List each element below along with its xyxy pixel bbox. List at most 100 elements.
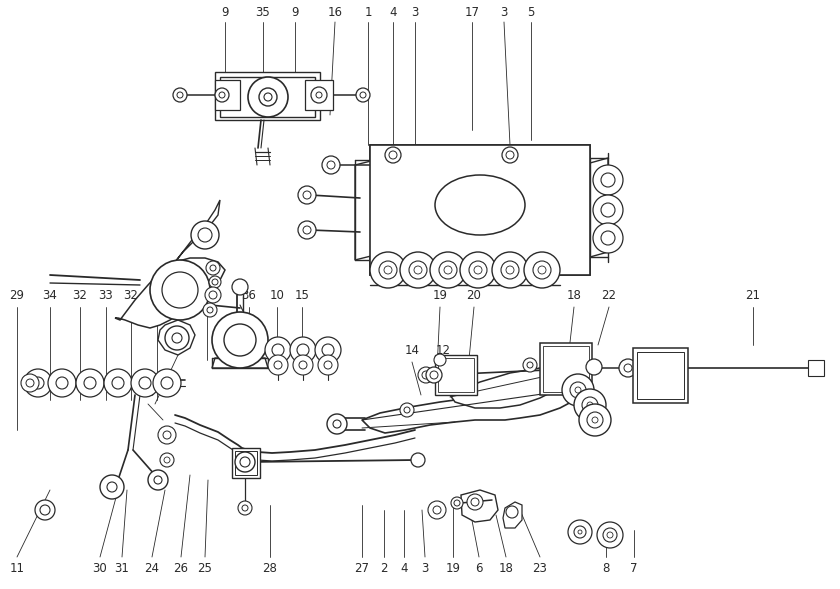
Circle shape xyxy=(460,252,496,288)
Circle shape xyxy=(430,252,466,288)
Circle shape xyxy=(524,252,560,288)
Polygon shape xyxy=(461,490,498,522)
Circle shape xyxy=(298,186,316,204)
Text: 30: 30 xyxy=(92,562,108,575)
Circle shape xyxy=(235,452,255,472)
Text: 21: 21 xyxy=(746,289,760,302)
Circle shape xyxy=(506,506,518,518)
Text: 18: 18 xyxy=(499,562,513,575)
Circle shape xyxy=(24,369,52,397)
Circle shape xyxy=(209,276,221,288)
Text: 7: 7 xyxy=(630,562,638,575)
Circle shape xyxy=(311,87,327,103)
Bar xyxy=(235,451,257,475)
Text: 14: 14 xyxy=(405,343,419,356)
Text: 25: 25 xyxy=(197,562,213,575)
Circle shape xyxy=(619,359,637,377)
Text: 19: 19 xyxy=(433,289,448,302)
Circle shape xyxy=(327,414,347,434)
Text: 32: 32 xyxy=(72,289,87,302)
Circle shape xyxy=(579,404,611,436)
Text: 1: 1 xyxy=(365,5,372,18)
Bar xyxy=(438,358,474,392)
Text: 28: 28 xyxy=(263,562,277,575)
Bar xyxy=(633,348,688,403)
Circle shape xyxy=(426,367,442,383)
Bar xyxy=(540,343,592,395)
Circle shape xyxy=(451,497,463,509)
Circle shape xyxy=(265,337,291,363)
Circle shape xyxy=(290,337,316,363)
Circle shape xyxy=(356,88,370,102)
Text: 27: 27 xyxy=(354,562,370,575)
Circle shape xyxy=(428,501,446,519)
Text: 34: 34 xyxy=(43,289,57,302)
Text: 32: 32 xyxy=(123,289,139,302)
Text: 29: 29 xyxy=(9,289,24,302)
Text: 34: 34 xyxy=(150,289,165,302)
Circle shape xyxy=(160,453,174,467)
Circle shape xyxy=(370,252,406,288)
Text: 22: 22 xyxy=(601,289,617,302)
Text: 15: 15 xyxy=(295,289,309,302)
Circle shape xyxy=(215,88,229,102)
Circle shape xyxy=(562,374,594,406)
Circle shape xyxy=(597,522,623,548)
Circle shape xyxy=(212,312,268,368)
Circle shape xyxy=(502,147,518,163)
Text: 10: 10 xyxy=(200,289,214,302)
Text: 31: 31 xyxy=(114,562,129,575)
Text: 3: 3 xyxy=(412,5,418,18)
Text: 35: 35 xyxy=(255,5,270,18)
Circle shape xyxy=(400,403,414,417)
Circle shape xyxy=(191,221,219,249)
Text: 17: 17 xyxy=(465,5,480,18)
Text: 5: 5 xyxy=(528,5,535,18)
Circle shape xyxy=(593,165,623,195)
Polygon shape xyxy=(115,258,225,328)
Text: 2: 2 xyxy=(381,562,388,575)
Text: 3: 3 xyxy=(422,562,428,575)
Polygon shape xyxy=(212,358,268,368)
Bar xyxy=(305,80,333,110)
Text: 8: 8 xyxy=(602,562,610,575)
Circle shape xyxy=(76,369,104,397)
Circle shape xyxy=(400,252,436,288)
Circle shape xyxy=(268,355,288,375)
Text: 23: 23 xyxy=(533,562,548,575)
Text: 16: 16 xyxy=(328,5,343,18)
Bar xyxy=(637,352,684,399)
Circle shape xyxy=(586,359,602,375)
Circle shape xyxy=(434,354,446,366)
Circle shape xyxy=(574,389,606,421)
Circle shape xyxy=(318,355,338,375)
Text: 4: 4 xyxy=(389,5,396,18)
Circle shape xyxy=(298,221,316,239)
Circle shape xyxy=(206,261,220,275)
Circle shape xyxy=(232,279,248,295)
Text: 4: 4 xyxy=(400,562,407,575)
Bar xyxy=(543,346,589,392)
Polygon shape xyxy=(215,72,320,120)
Circle shape xyxy=(35,500,55,520)
Polygon shape xyxy=(355,160,375,260)
Polygon shape xyxy=(370,145,590,275)
Bar xyxy=(220,77,315,117)
Circle shape xyxy=(523,358,537,372)
Circle shape xyxy=(593,223,623,253)
Text: 26: 26 xyxy=(174,562,188,575)
Text: 24: 24 xyxy=(144,562,160,575)
Text: 33: 33 xyxy=(98,289,113,302)
Circle shape xyxy=(173,88,187,102)
Circle shape xyxy=(315,337,341,363)
Text: 36: 36 xyxy=(242,289,256,302)
Circle shape xyxy=(150,260,210,320)
Text: 13: 13 xyxy=(140,385,155,399)
Text: 9: 9 xyxy=(291,5,299,18)
Polygon shape xyxy=(450,368,570,408)
Text: 3: 3 xyxy=(501,5,507,18)
Circle shape xyxy=(131,369,159,397)
Polygon shape xyxy=(590,158,608,257)
Polygon shape xyxy=(362,385,580,433)
Circle shape xyxy=(492,252,528,288)
